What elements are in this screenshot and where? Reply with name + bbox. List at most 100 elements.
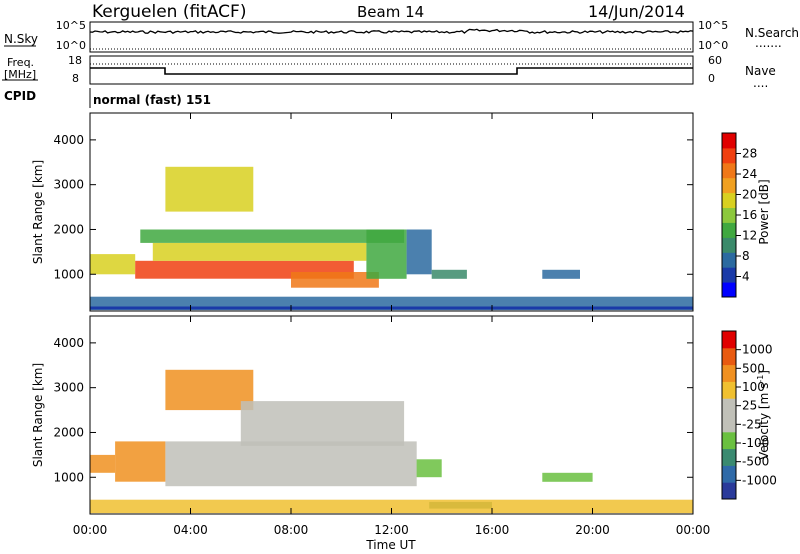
power-colorbar-swatch-8 [722, 162, 736, 179]
date-label: 14/Jun/2014 [588, 2, 685, 21]
power-y-tick-label-2: 2000 [53, 222, 84, 236]
velocity-y-tick-label-2: 2000 [53, 425, 84, 439]
power-cell-7 [140, 229, 405, 243]
power-cell-0 [90, 254, 136, 275]
power-colorbar-swatch-2 [722, 252, 736, 268]
noise-panel: N.Sky 10^5 10^0 10^5 10^0 N.Search .....… [4, 19, 799, 53]
radar-title: Kerguelen (fitACF) [92, 2, 246, 22]
velocity-cell-8 [90, 499, 693, 514]
freq-label-2: [MHz] [4, 68, 36, 81]
power-colorbar-swatch-7 [722, 177, 736, 194]
power-y-tick-label-0: 4000 [53, 133, 84, 147]
x-tick-label-1: 04:00 [173, 523, 208, 537]
velocity-y-tick-label-0: 4000 [53, 336, 84, 350]
velocity-colorbar-tick-label-2: 100 [742, 380, 765, 394]
velocity-colorbar-swatch-6 [722, 381, 736, 399]
power-cell-2 [152, 242, 367, 261]
nave-key: .... [753, 76, 768, 90]
velocity-colorbar-tick-label-4: -25 [742, 417, 762, 431]
nave-tick-top: 60 [708, 54, 722, 67]
nave-label: Nave [745, 64, 776, 78]
velocity-cell-1 [115, 441, 166, 482]
velocity-cell-7 [542, 472, 593, 482]
freq-label-1: Freq. [7, 56, 34, 69]
noise-sky-line [89, 28, 694, 34]
freq-line [90, 67, 693, 75]
noise-right-tick-top: 10^5 [698, 19, 728, 32]
cpid-label: CPID [4, 89, 36, 103]
velocity-panel: 4000 3000 2000 1000 Slant Range [km] 1000 50… [31, 315, 777, 515]
power-colorbar-swatch-5 [722, 207, 736, 223]
power-colorbar-swatch-6 [722, 192, 736, 208]
velocity-cell-0 [90, 454, 116, 473]
velocity-colorbar-swatch-7 [722, 364, 736, 382]
power-colorbar-tick-label-0: 28 [742, 147, 757, 161]
velocity-colorbar-tick-label-1: 500 [742, 361, 765, 375]
velocity-colorbar-label: Velocity [m s-1] [756, 370, 771, 460]
velocity-y-tick-label-1: 3000 [53, 381, 84, 395]
power-cell-8 [431, 269, 467, 279]
velocity-cell-3 [165, 369, 254, 411]
freq-tick-top: 18 [68, 54, 82, 67]
power-colorbar-swatch-3 [722, 237, 736, 253]
power-colorbar-label: Power [dB] [757, 179, 771, 244]
velocity-cell-4 [240, 401, 405, 446]
frequency-panel: Freq. [MHz] 18 8 60 0 Nave .... [2, 54, 776, 90]
velocity-colorbar-tick-label-6: -500 [742, 455, 769, 469]
freq-frame [89, 55, 694, 85]
velocity-colorbar-swatch-1 [722, 465, 736, 483]
nave-tick-bottom: 0 [708, 72, 715, 85]
power-y-tick-label-1: 3000 [53, 178, 84, 192]
power-cell-6 [165, 166, 254, 212]
velocity-y-tick-label-3: 1000 [53, 470, 84, 484]
x-tick-label-5: 20:00 [575, 523, 610, 537]
power-colorbar-tick-label-2: 20 [742, 188, 757, 202]
velocity-y-label: Slant Range [km] [31, 363, 45, 467]
x-tick-label-6: 00:00 [676, 523, 711, 537]
velocity-colorbar-swatch-5 [722, 398, 736, 416]
noise-frame [89, 21, 694, 53]
velocity-colorbar-tick-label-5: -100 [742, 436, 769, 450]
power-heatmap [90, 166, 693, 311]
x-axis-label: Time UT [365, 538, 416, 552]
power-colorbar-swatch-4 [722, 222, 736, 238]
velocity-cell-5 [416, 459, 442, 478]
velocity-colorbar-swatch-4 [722, 415, 736, 433]
power-colorbar-swatch-10 [722, 133, 736, 149]
power-colorbar-tick-label-4: 12 [742, 229, 757, 243]
power-y-label: Slant Range [km] [31, 160, 45, 264]
power-y-axis: 4000 3000 2000 1000 [53, 133, 693, 281]
power-colorbar-swatch-0 [722, 282, 736, 298]
x-tick-label-0: 00:00 [73, 523, 108, 537]
velocity-colorbar-frame [721, 330, 737, 500]
noise-search-label: N.Search [745, 26, 799, 40]
power-cell-5 [406, 229, 432, 275]
power-colorbar-tick-label-5: 8 [742, 249, 750, 263]
velocity-colorbar-swatch-2 [722, 448, 736, 466]
power-colorbar-tick-label-3: 16 [742, 208, 757, 222]
velocity-cell-2 [165, 441, 417, 487]
x-tick-label-2: 08:00 [274, 523, 309, 537]
velocity-y-axis: 4000 3000 2000 1000 [53, 336, 693, 484]
velocity-colorbar-tick-label-0: 1000 [742, 343, 773, 357]
x-tick-label-4: 16:00 [475, 523, 510, 537]
power-y-tick-label-3: 1000 [53, 267, 84, 281]
power-panel: 4000 3000 2000 1000 Slant Range [km] 28 24 20… [31, 112, 771, 312]
velocity-colorbar-tick-label-3: 25 [742, 399, 757, 413]
power-frame [89, 112, 694, 312]
power-cell-9 [542, 269, 580, 279]
velocity-colorbar-swatch-9 [722, 331, 736, 349]
power-colorbar-swatch-1 [722, 267, 736, 283]
noise-left-tick-bottom: 10^0 [56, 39, 86, 52]
time-x-axis: 00:00 04:00 08:00 12:00 16:00 20:00 00:00 [73, 113, 711, 537]
velocity-colorbar-swatch-3 [722, 431, 736, 450]
power-cell-3 [291, 272, 379, 288]
power-colorbar-tick-label-6: 4 [742, 270, 750, 284]
power-colorbar: 28 24 20 16 12 8 4 [721, 132, 757, 298]
beam-label: Beam 14 [357, 3, 424, 21]
velocity-colorbar-tick-label-7: -1000 [742, 473, 777, 487]
power-colorbar-tick-label-1: 24 [742, 167, 757, 181]
cpid-mode: normal (fast) 151 [93, 93, 211, 107]
noise-left-tick-top: 10^5 [56, 19, 86, 32]
